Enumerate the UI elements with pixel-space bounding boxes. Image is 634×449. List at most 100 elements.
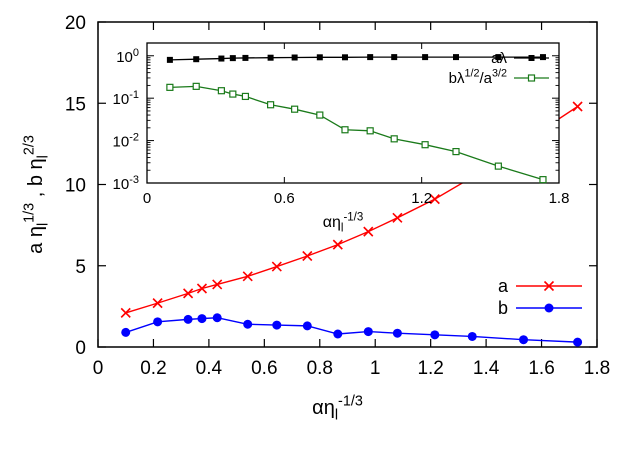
x-axis-label: αηl-1/3 <box>312 394 363 424</box>
x-tick-label: 1.4 <box>473 358 500 379</box>
data-point-b <box>333 329 343 339</box>
y-axis-label-sup: 2/3 <box>22 135 38 155</box>
data-point-b <box>212 313 222 323</box>
data-point-a <box>242 271 253 282</box>
data-point-a <box>212 279 223 290</box>
inset-data-point <box>422 54 429 61</box>
legend-label-part: b <box>498 298 508 318</box>
inset-x-axis-label: αηl-1/3 <box>323 211 364 234</box>
inset-series-1 <box>166 82 547 184</box>
inset-y-tick-base: 10 <box>116 49 133 66</box>
legend-label: a <box>498 276 509 296</box>
data-point-b <box>121 327 131 337</box>
data-point-b <box>573 337 583 347</box>
inset-y-tick-exp: -1 <box>129 89 139 101</box>
x-tick-label: 0.8 <box>307 358 333 379</box>
x-tick-label: 0 <box>93 358 104 379</box>
inset-data-point <box>421 141 429 149</box>
inset-legend-marker <box>528 55 535 61</box>
inset-data-point <box>229 55 236 62</box>
y-axis-label-part: a η <box>25 226 47 254</box>
x-tick-label: 1 <box>370 358 381 379</box>
x-axis-label-sup: -1/3 <box>338 394 363 410</box>
inset-data-point <box>366 127 374 135</box>
x-tick-label: 0.6 <box>251 358 277 379</box>
inset-data-point <box>291 105 299 113</box>
data-point-a <box>332 239 343 250</box>
data-point-b <box>363 327 373 337</box>
inset-data-point <box>316 111 324 119</box>
data-point-b <box>430 330 440 340</box>
inset-data-point <box>453 54 459 61</box>
y-axis-label-sup: 1/3 <box>22 203 38 223</box>
inset-data-point <box>217 87 225 95</box>
inset-x-axis-label-sub: l <box>341 222 344 234</box>
y-tick-label: 10 <box>65 176 86 197</box>
data-point-b <box>197 314 207 324</box>
inset-x-tick-label: 1.2 <box>411 190 432 207</box>
x-tick-label: 1.8 <box>584 358 610 379</box>
x-tick-label: 0.4 <box>196 358 223 379</box>
data-point-a <box>572 101 583 112</box>
data-point-b <box>519 335 529 345</box>
inset-data-point <box>241 92 250 101</box>
data-point-a <box>363 226 374 237</box>
inset-data-point <box>267 54 274 61</box>
data-point-a <box>302 250 313 262</box>
inset-data-point <box>218 55 225 62</box>
inset-data-point <box>390 135 398 143</box>
inset-data-point <box>341 126 349 134</box>
data-point-b <box>302 321 312 331</box>
inset-x-tick-label: 1.8 <box>549 190 570 207</box>
legend-label: b <box>498 298 508 318</box>
series-line-b <box>125 317 578 343</box>
inset-legend-label: bλ1/2/a3/2 <box>449 68 507 87</box>
data-point-b <box>392 328 402 338</box>
data-point-a <box>196 283 208 294</box>
inset-y-tick-exp: -3 <box>129 174 139 186</box>
inset-data-point <box>316 54 323 61</box>
data-point-a <box>152 298 163 309</box>
data-point-b <box>272 320 282 330</box>
y-tick-label: 20 <box>65 13 86 34</box>
inset-data-point <box>391 54 398 61</box>
series-b <box>121 313 583 347</box>
inset-y-tick-label: 10-3 <box>113 174 139 193</box>
y-axis-label-sub: l <box>36 223 52 226</box>
y-axis-label-sub: l <box>36 155 52 158</box>
inset-legend-label-sup: 1/2 <box>464 68 479 80</box>
data-point-b <box>153 317 163 327</box>
y-axis-label: a ηl1/3 , b ηl2/3 <box>22 135 52 254</box>
inset-data-point <box>229 90 237 98</box>
legend-label-part: a <box>498 276 509 296</box>
inset-legend-label-part: bλ <box>449 70 465 87</box>
y-tick-label: 15 <box>65 94 86 115</box>
inset-y-tick-base: 10 <box>113 134 130 151</box>
inset-frame <box>146 42 560 184</box>
inset-data-point <box>367 54 374 61</box>
inset-data-point <box>193 56 200 63</box>
inset-data-point <box>494 162 502 170</box>
data-point-a <box>392 212 403 223</box>
inset-legend-label: aλ <box>491 50 507 67</box>
x-tick-label: 0.2 <box>140 358 166 379</box>
x-tick-label: 1.2 <box>417 358 443 379</box>
inset-data-point <box>495 54 502 61</box>
inset-x-axis-label-sup: -1/3 <box>343 211 363 223</box>
data-point-a <box>429 194 440 205</box>
inset-legend-marker <box>527 74 536 82</box>
inset-y-tick-label: 10-2 <box>113 132 139 151</box>
inset-data-point <box>341 54 348 61</box>
inset-y-tick-base: 10 <box>113 91 130 108</box>
inset-data-point <box>452 148 460 156</box>
inset-y-tick-base: 10 <box>113 176 130 193</box>
inset-y-tick-label: 100 <box>116 47 139 66</box>
inset-data-point <box>166 56 173 63</box>
data-point-b <box>183 314 193 324</box>
inset-data-point <box>539 176 547 184</box>
legend-marker-b <box>544 303 554 313</box>
inset-data-point <box>291 54 298 61</box>
inset-y-tick-exp: -2 <box>129 132 139 144</box>
x-axis-label-sub: l <box>335 408 338 424</box>
